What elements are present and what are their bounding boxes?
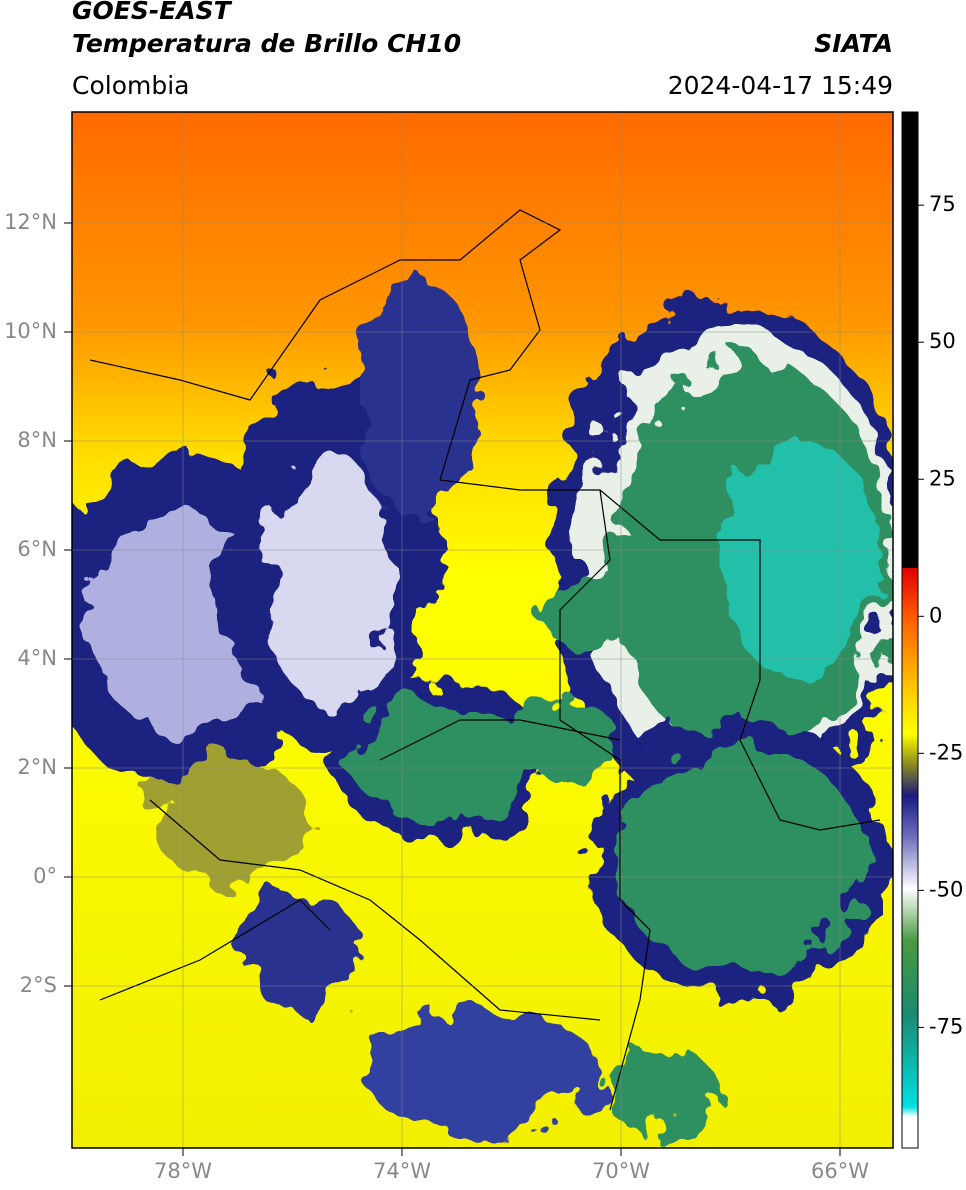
lat-label: 4°N: [17, 646, 57, 670]
colorbar-tick-label: 50: [929, 329, 956, 353]
lat-label: 10°N: [4, 319, 57, 343]
colorbar-tick-label: -25: [929, 740, 963, 764]
colorbar-tick-label: 25: [929, 466, 956, 490]
title-line1: GOES-EAST: [72, 0, 231, 25]
timestamp: 2024-04-17 15:49: [667, 71, 893, 100]
colorbar: [901, 111, 919, 1149]
lon-label: 78°W: [154, 1159, 212, 1183]
lat-label: 8°N: [17, 428, 57, 452]
region: Colombia: [72, 71, 190, 100]
map-frame: [71, 111, 894, 1149]
lat-label: 0°: [33, 864, 57, 888]
colorbar-tick-label: 75: [929, 192, 956, 216]
colorbar-tick-label: -75: [929, 1014, 963, 1038]
lon-label: 70°W: [592, 1159, 650, 1183]
graticule: [72, 112, 893, 1148]
lat-label: 2°N: [17, 755, 57, 779]
lat-label: 6°N: [17, 537, 57, 561]
title-line2: Temperatura de Brillo CH10: [72, 29, 462, 58]
lat-label: 2°S: [20, 973, 57, 997]
lon-label: 66°W: [811, 1159, 869, 1183]
lat-label: 12°N: [4, 210, 57, 234]
source: SIATA: [814, 29, 893, 58]
satellite-image: [72, 112, 893, 1148]
colorbar-tick-label: -50: [929, 877, 963, 901]
lon-label: 74°W: [373, 1159, 431, 1183]
colorbar-tick-label: 0: [929, 603, 942, 627]
